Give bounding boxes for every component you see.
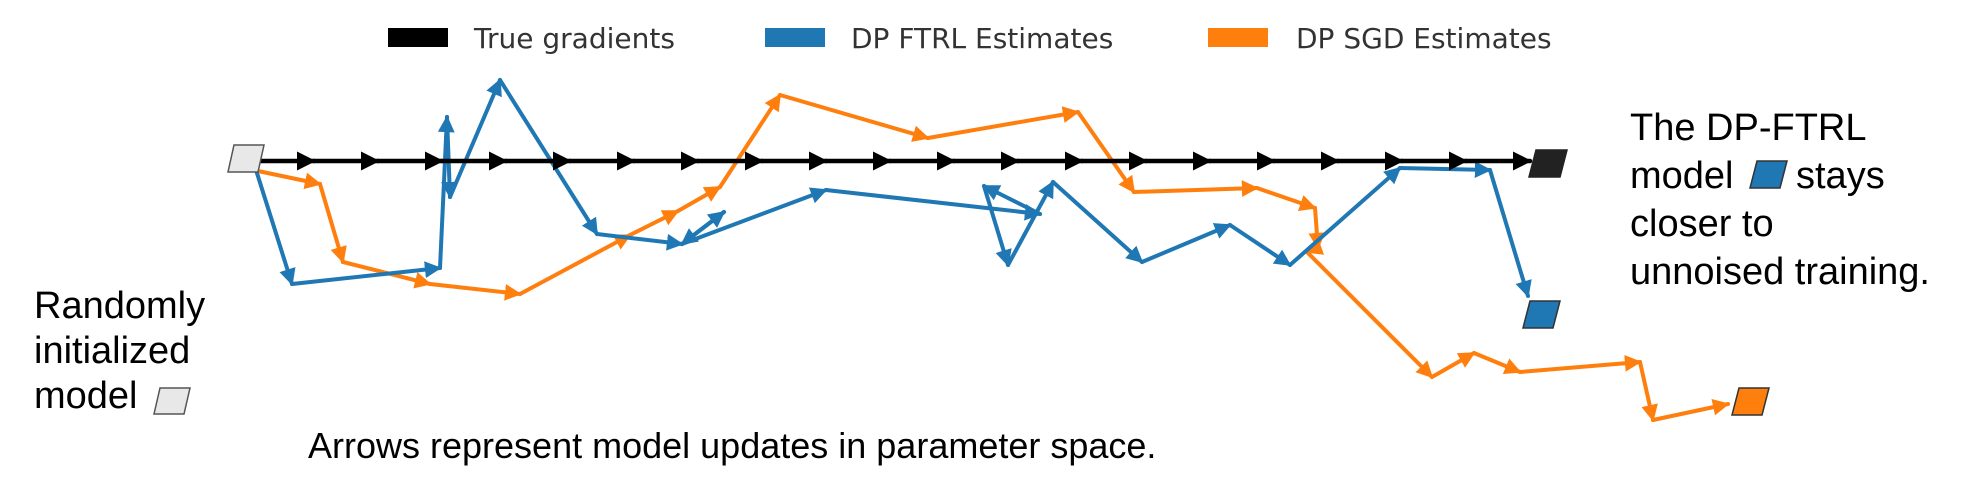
sgd-arrow [1076, 110, 1136, 194]
legend-swatch-ftrl [765, 28, 825, 47]
sgd-arrow [1651, 398, 1730, 422]
sgd-arrow [318, 182, 347, 264]
sgd-arrow [778, 93, 930, 142]
caption: Arrows represent model updates in parame… [308, 425, 1156, 466]
dp-sgd-trajectory [256, 93, 1730, 422]
ftrl-arrow [1398, 161, 1492, 179]
ftrl-arrow [1051, 180, 1144, 264]
ftrl-arrow [448, 78, 502, 199]
ftrl-final-model-icon [1522, 300, 1561, 329]
ftrl-arrow [1228, 223, 1292, 267]
sgd-final-model-icon [1731, 387, 1770, 416]
sgd-arrow [1638, 360, 1658, 422]
sgd-arrow [518, 233, 632, 296]
left-note-line-3: model [34, 375, 138, 417]
sgd-arrow [1132, 180, 1259, 197]
ftrl-arrow [1488, 168, 1532, 298]
ftrl-arrow [441, 115, 458, 199]
legend-label-ftrl: DP FTRL Estimates [851, 22, 1113, 55]
ftrl-arrow [498, 78, 599, 236]
sgd-arrow [1472, 351, 1522, 374]
ftrl-arrow [1006, 180, 1055, 267]
right-note-line-1: The DP-FTRL [1630, 107, 1866, 149]
legend: True gradients DP FTRL Estimates DP SGD … [388, 22, 1552, 55]
right-note: The DP-FTRL model stays closer to unnois… [1630, 107, 1930, 293]
ftrl-arrow [680, 187, 828, 246]
sgd-arrow [1255, 186, 1317, 212]
ftrl-arrow [290, 261, 442, 286]
left-note-line-1: Randomly [34, 285, 205, 327]
ftrl-arrow [680, 210, 726, 246]
sgd-arrow [428, 282, 522, 301]
ftrl-arrow [595, 232, 684, 251]
sgd-arrow [256, 169, 322, 190]
sgd-arrow [628, 209, 680, 237]
legend-swatch-true [388, 28, 448, 47]
sgd-arrow [1430, 351, 1476, 379]
legend-label-sgd: DP SGD Estimates [1296, 22, 1552, 55]
ftrl-arrow [1140, 223, 1232, 264]
ftrl-arrow [982, 184, 1042, 216]
legend-label-true: True gradients [473, 22, 675, 55]
right-note-line-2a: model [1630, 155, 1734, 197]
sgd-arrow [718, 93, 782, 189]
true-final-model-icon [1528, 149, 1568, 178]
sgd-arrow [926, 106, 1080, 140]
sgd-arrow [1305, 250, 1434, 379]
right-note-line-4: unnoised training. [1630, 251, 1930, 293]
right-note-line-2b: stays [1796, 155, 1885, 197]
sgd-arrow [676, 185, 722, 213]
initial-model-icon [227, 144, 265, 173]
ftrl-arrow [254, 168, 296, 286]
ftrl-arrow [824, 188, 1042, 221]
dp-ftrl-trajectory [254, 78, 1532, 298]
sgd-arrow [1518, 354, 1642, 374]
ftrl-arrow [1288, 166, 1402, 267]
legend-swatch-sgd [1208, 28, 1268, 47]
left-note-line-2: initialized [34, 330, 190, 372]
ftrl-arrow [982, 184, 1012, 267]
right-note-line-3: closer to [1630, 203, 1774, 245]
left-note: Randomly initialized model [34, 285, 205, 417]
ftrl-model-inline-icon [1749, 160, 1788, 189]
initial-model-inline-icon [153, 387, 191, 415]
